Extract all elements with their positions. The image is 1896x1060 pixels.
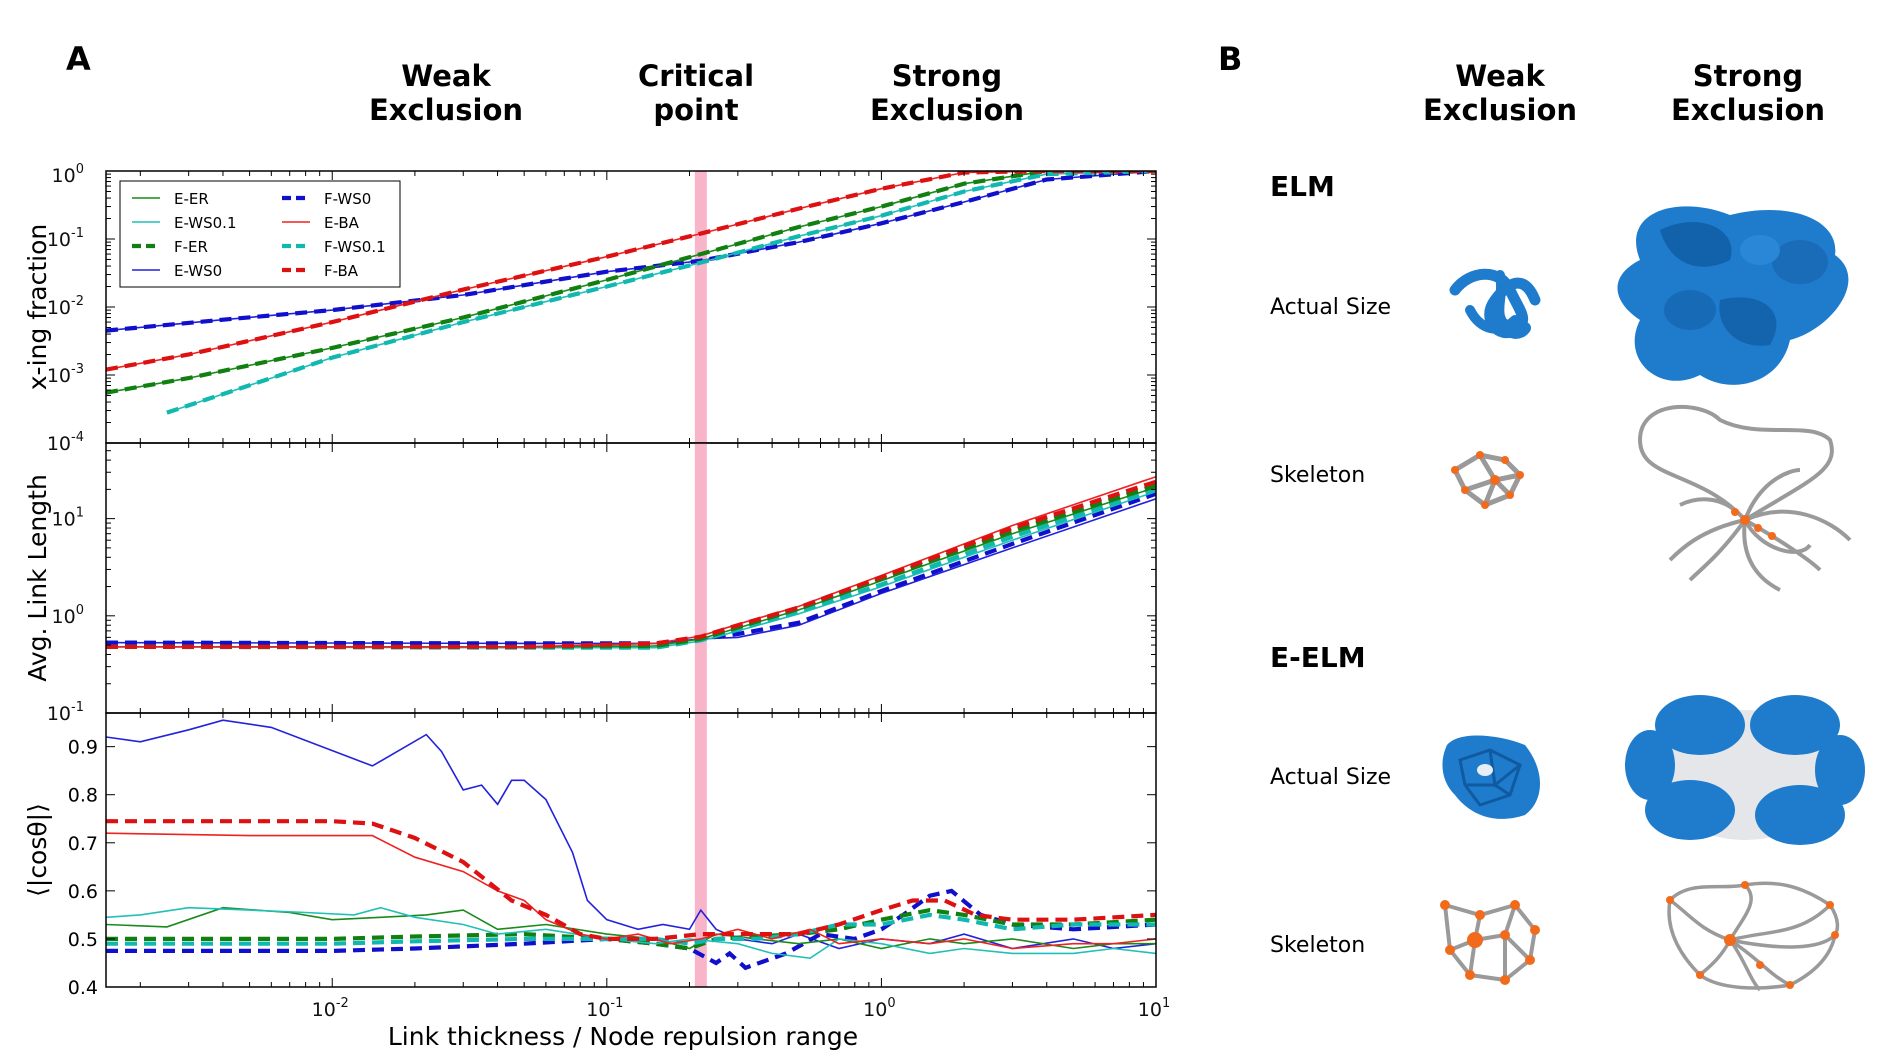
plot-frame [105,442,1157,714]
regime-strong-line1: Strong [892,59,1002,93]
series-f-ws01-line [106,912,1156,946]
link-length-plot: 101 100 10-1 Avg. Link Length [23,442,1157,725]
y-tick-label: 0.7 [68,833,98,855]
col-header-weak-line1: Weak [1455,59,1545,93]
series-f-er-line [106,171,1156,395]
series-e-ws01-line [106,906,1156,960]
y-tick-label: 0.6 [68,881,98,903]
legend-label: F-BA [324,262,359,280]
elm-weak-skeleton-render [1451,451,1524,509]
row-label-eelm-skeleton: Skeleton [1270,933,1365,958]
y-tick-label: 100 [52,162,84,187]
series-e-er-line [106,486,1156,648]
y-tick-label: 100 [52,603,84,628]
row-label-elm-actual: Actual Size [1270,295,1391,320]
series-e-ba-line [106,832,1156,950]
y-tick-label: 10-3 [47,362,84,387]
series-f-ws01-line [166,171,1156,415]
critical-point-band [694,713,707,987]
series-f-er-line [106,483,1156,649]
panel-label-a: A [66,40,91,78]
elm-weak-actual-render [1449,268,1541,339]
legend-label: E-WS0 [174,262,222,280]
critical-point-band [694,171,707,443]
col-header-strong-line2: Exclusion [1671,93,1825,127]
regime-critical-line2: point [653,93,738,127]
regime-weak-line1: Weak [401,59,491,93]
cos-theta-plot: 0.4 0.5 0.6 0.7 0.8 0.9 10-2 10-1 100 101 Link thi… [23,712,1170,1051]
regime-strong-line2: Exclusion [870,93,1024,127]
y-tick-label: 10-2 [47,294,84,319]
y-tick-label: 0.5 [68,929,98,951]
legend-label: F-ER [174,238,208,256]
legend-label: E-WS0.1 [174,214,237,232]
y-tick-label: 0.9 [68,737,98,759]
y-axis-label: ⟨|cosθ|⟩ [23,803,52,897]
elm-strong-actual-render [1617,206,1849,385]
col-header-strong-line1: Strong [1693,59,1803,93]
y-axis-label: x-ing fraction [23,224,52,390]
panel-label-b: B [1218,40,1242,78]
eelm-strong-skeleton-render [1666,881,1840,992]
critical-point-band [694,443,707,713]
row-label-eelm-actual: Actual Size [1270,765,1391,790]
eelm-weak-actual-render [1442,735,1540,819]
regime-header-critical: Critical point [638,59,754,127]
y-axis-label: Avg. Link Length [23,474,52,682]
x-tick-label: 100 [863,996,895,1021]
y-tick-label: 0.8 [68,785,98,807]
regime-critical-line1: Critical [638,59,754,93]
row-label-elm-skeleton: Skeleton [1270,463,1365,488]
x-tick-label: 101 [1138,996,1170,1021]
series-e-ws01-line [106,490,1156,649]
y-tick-label: 0.4 [68,977,98,999]
crossing-fraction-plot: 100 10-1 10-2 10-3 10-4 x-ing fraction E-ER E-W… [23,162,1157,455]
series-f-ba-line [106,479,1156,649]
elm-strong-skeleton-render [1637,404,1852,592]
series-f-ws0-line [106,491,1156,646]
eelm-weak-skeleton-render [1440,900,1540,985]
eelm-strong-actual-render [1625,695,1865,845]
plot-frame [105,712,1157,988]
legend-label: E-BA [324,214,360,232]
x-axis-label: Link thickness / Node repulsion range [388,1022,858,1051]
regime-weak-line2: Exclusion [369,93,523,127]
series-f-ws0-line [106,888,1156,971]
series-f-ws01-line [106,487,1156,650]
x-tick-label: 10-2 [312,996,349,1021]
series-f-ba-line [106,819,1156,942]
series-f-ba-line [106,171,1156,372]
regime-header-strong: Strong Exclusion [870,59,1024,127]
section-title-elm: ELM [1270,170,1335,203]
col-header-weak-line2: Exclusion [1423,93,1577,127]
legend-box [119,180,401,288]
y-tick-label: 10-4 [47,430,84,455]
y-tick-label: 10-1 [47,700,84,725]
series-e-ba-line [106,475,1156,648]
legend-label: F-WS0.1 [324,238,386,256]
series-e-ws0-line [106,498,1156,645]
legend-label: E-ER [174,190,209,208]
y-tick-label: 101 [52,506,84,531]
legend-label: F-WS0 [324,190,371,208]
x-tick-label: 10-1 [586,996,623,1021]
y-tick-label: 10-1 [47,226,84,251]
regime-header-weak: Weak Exclusion [369,59,523,127]
section-title-eelm: E-ELM [1270,641,1366,674]
series-e-ws0-line [106,719,1156,950]
